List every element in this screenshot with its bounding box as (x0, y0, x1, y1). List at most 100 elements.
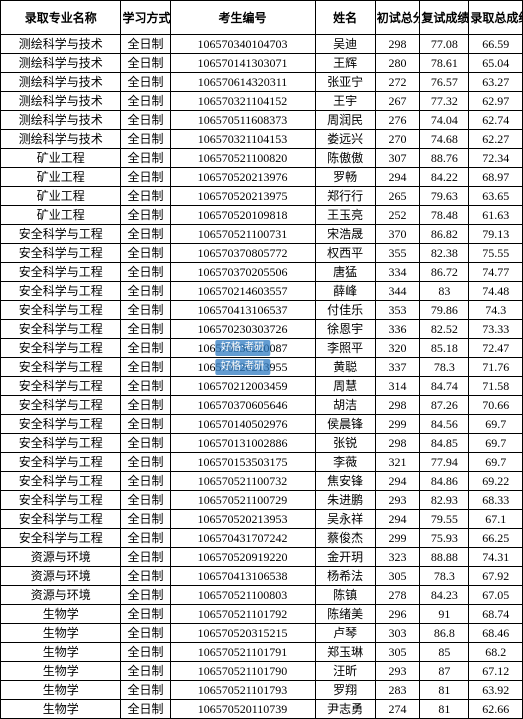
table-cell: 62.74 (469, 111, 523, 130)
table-cell: 测绘科学与技术 (1, 130, 121, 149)
table-cell: 276 (375, 111, 420, 130)
table-cell: 84.86 (420, 472, 469, 491)
table-cell: 79.55 (420, 510, 469, 529)
table-cell: 周润民 (315, 111, 375, 130)
table-cell: 314 (375, 377, 420, 396)
table-row: 安全科学与工程全日制106570521100732焦安锋29484.8669.2… (1, 472, 523, 491)
table-cell: 65.04 (469, 54, 523, 73)
table-cell: 矿业工程 (1, 168, 121, 187)
table-cell: 336 (375, 320, 420, 339)
table-cell: 106570370205506 (170, 263, 315, 282)
table-cell: 生物学 (1, 624, 121, 643)
table-cell: 86.82 (420, 225, 469, 244)
table-cell: 生物学 (1, 681, 121, 700)
table-row: 安全科学与工程全日制106570230303726徐恩宇33682.5273.3… (1, 320, 523, 339)
table-cell: 106570521100803 (170, 586, 315, 605)
table-cell: 84.23 (420, 586, 469, 605)
table-cell: 安全科学与工程 (1, 244, 121, 263)
table-cell: 吴迪 (315, 35, 375, 54)
table-cell: 69.7 (469, 453, 523, 472)
table-header-cell: 学习方式 (121, 1, 170, 35)
table-cell: 270 (375, 130, 420, 149)
table-cell: 胡洁 (315, 396, 375, 415)
table-cell: 294 (375, 168, 420, 187)
table-cell: 85.18 (420, 339, 469, 358)
table-cell: 267 (375, 92, 420, 111)
table-cell: 侯晨锋 (315, 415, 375, 434)
table-cell: 资源与环境 (1, 548, 121, 567)
table-cell: 283 (375, 681, 420, 700)
table-cell: 全日制 (121, 415, 170, 434)
table-cell: 74.3 (469, 301, 523, 320)
table-cell: 307 (375, 149, 420, 168)
table-cell: 蔡俊杰 (315, 529, 375, 548)
table-header-cell: 初试总分 (375, 1, 420, 35)
table-cell: 106570140502976 (170, 415, 315, 434)
table-row: 安全科学与工程全日制106570370805772权西平35582.3875.5… (1, 244, 523, 263)
table-cell: 321 (375, 453, 420, 472)
table-cell: 金开玥 (315, 548, 375, 567)
table-cell: 黄聪 (315, 358, 375, 377)
table-cell: 全日制 (121, 700, 170, 719)
table-cell: 78.3 (420, 358, 469, 377)
table-cell: 测绘科学与技术 (1, 92, 121, 111)
table-cell: 薛峰 (315, 282, 375, 301)
table-cell: 106570511608373 (170, 111, 315, 130)
table-cell: 272 (375, 73, 420, 92)
table-cell: 陈镇 (315, 586, 375, 605)
table-cell: 252 (375, 206, 420, 225)
table-cell: 汪昕 (315, 662, 375, 681)
table-cell: 测绘科学与技术 (1, 54, 121, 73)
table-cell: 74.04 (420, 111, 469, 130)
table-cell: 77.32 (420, 92, 469, 111)
table-cell: 杨希法 (315, 567, 375, 586)
table-cell: 全日制 (121, 168, 170, 187)
table-cell: 全日制 (121, 605, 170, 624)
table-cell: 全日制 (121, 301, 170, 320)
table-cell: 全日制 (121, 263, 170, 282)
table-cell: 82.38 (420, 244, 469, 263)
table-cell: 卢琴 (315, 624, 375, 643)
table-cell: 106570230303726 (170, 320, 315, 339)
table-cell: 299 (375, 529, 420, 548)
table-cell: 付佳乐 (315, 301, 375, 320)
table-row: 安全科学与工程全日制106570131002886张锐29884.8569.7 (1, 434, 523, 453)
table-cell: 郑行行 (315, 187, 375, 206)
table-cell: 298 (375, 396, 420, 415)
table-row: 生物学全日制106570521101793罗翔2838163.92 (1, 681, 523, 700)
table-cell: 李照平 (315, 339, 375, 358)
table-cell: 全日制 (121, 130, 170, 149)
table-cell: 王宇 (315, 92, 375, 111)
table-cell: 106570131002886 (170, 434, 315, 453)
table-cell: 303 (375, 624, 420, 643)
table-cell: 全日制 (121, 624, 170, 643)
table-cell: 106570340104703 (170, 35, 315, 54)
table-cell: 67.92 (469, 567, 523, 586)
table-cell: 76.57 (420, 73, 469, 92)
table-cell: 唐猛 (315, 263, 375, 282)
table-cell: 67.12 (469, 662, 523, 681)
table-cell: 全日制 (121, 339, 170, 358)
table-cell: 106570520213975 (170, 187, 315, 206)
table-cell: 79.63 (420, 187, 469, 206)
table-cell: 全日制 (121, 548, 170, 567)
table-cell: 298 (375, 434, 420, 453)
table-cell: 全日制 (121, 491, 170, 510)
table-cell: 陈绪美 (315, 605, 375, 624)
table-cell: 106570614320311 (170, 73, 315, 92)
table-cell: 焦安锋 (315, 472, 375, 491)
table-cell: 71.58 (469, 377, 523, 396)
table-cell: 63.27 (469, 73, 523, 92)
table-row: 生物学全日制106570520110739尹志勇2748162.66 (1, 700, 523, 719)
table-cell: 74.68 (420, 130, 469, 149)
table-cell: 106570520213953 (170, 510, 315, 529)
table-cell: 68.74 (469, 605, 523, 624)
table-cell: 305 (375, 567, 420, 586)
table-cell: 106570521101791 (170, 643, 315, 662)
table-cell: 72.47 (469, 339, 523, 358)
table-cell: 78.3 (420, 567, 469, 586)
table-cell: 矿业工程 (1, 187, 121, 206)
table-cell: 63.92 (469, 681, 523, 700)
table-cell: 88.88 (420, 548, 469, 567)
table-cell: 67.1 (469, 510, 523, 529)
